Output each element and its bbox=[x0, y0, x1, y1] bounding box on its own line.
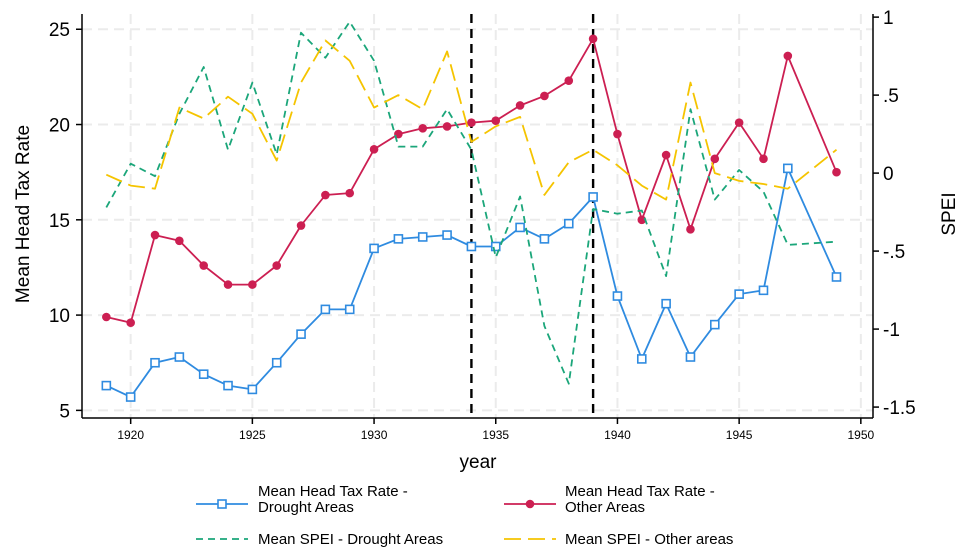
data-point-circle bbox=[637, 215, 647, 225]
y-left-tick-label: 25 bbox=[49, 20, 70, 41]
data-point-circle bbox=[150, 230, 160, 240]
data-point-square bbox=[783, 163, 793, 174]
data-point-circle bbox=[442, 122, 452, 131]
x-tick-label: 1950 bbox=[847, 428, 874, 442]
data-point-square bbox=[612, 291, 623, 301]
data-point-circle bbox=[223, 280, 233, 289]
data-point-square bbox=[490, 241, 501, 252]
data-point-circle bbox=[175, 236, 184, 246]
data-point-square bbox=[563, 218, 574, 229]
legend-label: Mean Head Tax Rate - bbox=[258, 483, 408, 500]
data-point-square bbox=[661, 298, 671, 309]
y-right-tick-label: 0 bbox=[883, 164, 894, 185]
series-line-mean-spei-drought-areas bbox=[105, 20, 837, 385]
data-point-circle bbox=[686, 225, 695, 234]
data-point-circle bbox=[248, 280, 257, 289]
data-point-circle bbox=[710, 154, 720, 164]
data-point-square bbox=[588, 192, 598, 202]
legend-label: Other Areas bbox=[565, 499, 645, 516]
data-point-circle bbox=[759, 154, 768, 164]
legend-label: Drought Areas bbox=[258, 499, 354, 516]
x-axis-title: year bbox=[460, 452, 498, 473]
y-right-tick-label: .5 bbox=[883, 86, 899, 107]
vertical-reference-lines bbox=[470, 14, 595, 418]
data-point-circle bbox=[126, 318, 135, 328]
data-point-circle bbox=[296, 221, 306, 230]
data-point-circle bbox=[783, 51, 793, 61]
data-point-circle bbox=[613, 129, 622, 139]
data-point-circle bbox=[418, 124, 428, 133]
data-point-circle bbox=[588, 34, 598, 44]
data-point-circle bbox=[515, 101, 525, 110]
data-point-square bbox=[417, 232, 428, 242]
y-right-tick-label: -1.5 bbox=[883, 398, 916, 419]
data-point-square bbox=[758, 285, 769, 296]
legend-label: Mean SPEI - Other areas bbox=[565, 531, 733, 548]
data-point-circle bbox=[832, 167, 841, 177]
y-axis-right-title: SPEI bbox=[939, 192, 958, 235]
data-point-square bbox=[636, 354, 647, 364]
series bbox=[101, 20, 842, 402]
data-point-square bbox=[685, 352, 696, 362]
data-point-circle bbox=[369, 145, 379, 154]
x-tick-label: 1920 bbox=[117, 428, 144, 442]
data-point-circle bbox=[564, 76, 574, 85]
data-point-square bbox=[247, 384, 258, 395]
data-point-circle bbox=[491, 116, 501, 126]
x-tick-label: 1945 bbox=[726, 428, 753, 442]
data-point-square bbox=[466, 241, 477, 252]
data-point-square bbox=[320, 304, 331, 315]
grid bbox=[82, 14, 873, 418]
data-point-square bbox=[393, 234, 404, 244]
data-point-square bbox=[369, 243, 379, 254]
y-right-tick-label: -1 bbox=[883, 320, 900, 341]
x-tick-label: 1925 bbox=[239, 428, 266, 442]
data-point-square bbox=[174, 352, 185, 362]
data-point-circle bbox=[321, 190, 330, 200]
data-point-circle bbox=[734, 118, 744, 127]
data-point-circle bbox=[661, 150, 671, 160]
y-right-tick-label: 1 bbox=[883, 8, 894, 29]
data-point-circle bbox=[467, 118, 476, 127]
y-axis-left-title: Mean Head Tax Rate bbox=[13, 125, 34, 303]
data-point-circle bbox=[345, 188, 355, 198]
x-tick-label: 1935 bbox=[482, 428, 509, 442]
y-left-tick-label: 10 bbox=[49, 306, 70, 327]
data-point-square bbox=[539, 234, 550, 244]
legend-marker-square bbox=[217, 499, 227, 509]
data-point-square bbox=[734, 289, 744, 299]
legend-label: Mean Head Tax Rate - bbox=[565, 483, 715, 500]
data-point-square bbox=[271, 357, 282, 368]
data-point-circle bbox=[540, 91, 549, 101]
tick-labels: 5 10 15 20 25 -1.5 -1 -.5 0 .5 1 1920 1925 1930 1935 19… bbox=[49, 8, 916, 442]
data-point-square bbox=[198, 369, 209, 379]
legend-label: Mean SPEI - Drought Areas bbox=[258, 531, 443, 548]
data-point-square bbox=[442, 230, 452, 240]
x-tick-label: 1930 bbox=[361, 428, 388, 442]
series-line-mean-head-tax-rate-other-areas bbox=[106, 37, 838, 324]
axes bbox=[76, 14, 879, 424]
data-point-square bbox=[101, 380, 112, 391]
data-point-square bbox=[125, 392, 136, 402]
legend-marker-circle bbox=[525, 499, 535, 509]
data-point-square bbox=[831, 272, 842, 282]
data-point-square bbox=[515, 222, 525, 233]
data-point-square bbox=[296, 329, 306, 339]
data-point-square bbox=[709, 319, 720, 330]
series-line-mean-spei-other-areas bbox=[105, 39, 838, 201]
data-point-square bbox=[150, 357, 160, 368]
data-point-circle bbox=[199, 261, 208, 270]
y-left-tick-label: 5 bbox=[59, 401, 70, 422]
data-point-circle bbox=[102, 312, 111, 322]
x-tick-label: 1940 bbox=[604, 428, 631, 442]
data-point-square bbox=[223, 380, 233, 391]
y-left-tick-label: 20 bbox=[49, 116, 70, 137]
y-left-tick-label: 15 bbox=[49, 211, 70, 232]
data-point-square bbox=[344, 304, 355, 315]
y-right-tick-label: -.5 bbox=[883, 242, 905, 263]
data-point-circle bbox=[272, 261, 282, 270]
